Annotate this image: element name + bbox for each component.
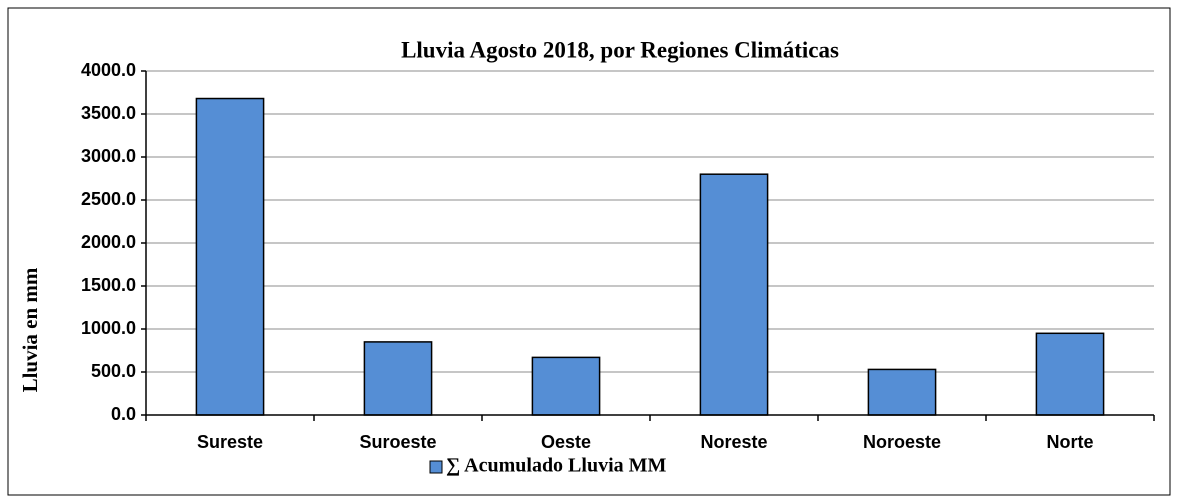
legend-swatch	[429, 460, 443, 474]
y-tick-label: 500.0	[91, 361, 136, 381]
y-tick-label: 0.0	[111, 404, 136, 424]
bar	[195, 97, 265, 416]
bar	[363, 341, 433, 416]
y-axis-label: Lluvia en mm	[18, 267, 42, 392]
x-tick-label: Sureste	[197, 432, 263, 452]
legend-label: ∑ Acumulado Lluvia MM	[446, 455, 667, 477]
y-tick-label: 3000.0	[81, 146, 136, 166]
y-tick-label: 4000.0	[81, 60, 136, 80]
y-tick-label: 2500.0	[81, 189, 136, 209]
x-tick-label: Norte	[1046, 432, 1093, 452]
bar	[699, 173, 769, 416]
chart-title: Lluvia Agosto 2018, por Regiones Climáti…	[401, 37, 839, 62]
x-tick-label: Noreste	[700, 432, 767, 452]
x-tick-label: Suroeste	[359, 432, 436, 452]
y-tick-label: 1000.0	[81, 318, 136, 338]
chart-border	[7, 7, 1171, 496]
y-tick-label: 2000.0	[81, 232, 136, 252]
bar	[531, 356, 601, 416]
x-tick-label: Oeste	[541, 432, 591, 452]
bar	[867, 368, 937, 416]
y-tick-label: 1500.0	[81, 275, 136, 295]
bar	[1035, 332, 1105, 416]
y-tick-label: 3500.0	[81, 103, 136, 123]
x-tick-label: Noroeste	[863, 432, 941, 452]
